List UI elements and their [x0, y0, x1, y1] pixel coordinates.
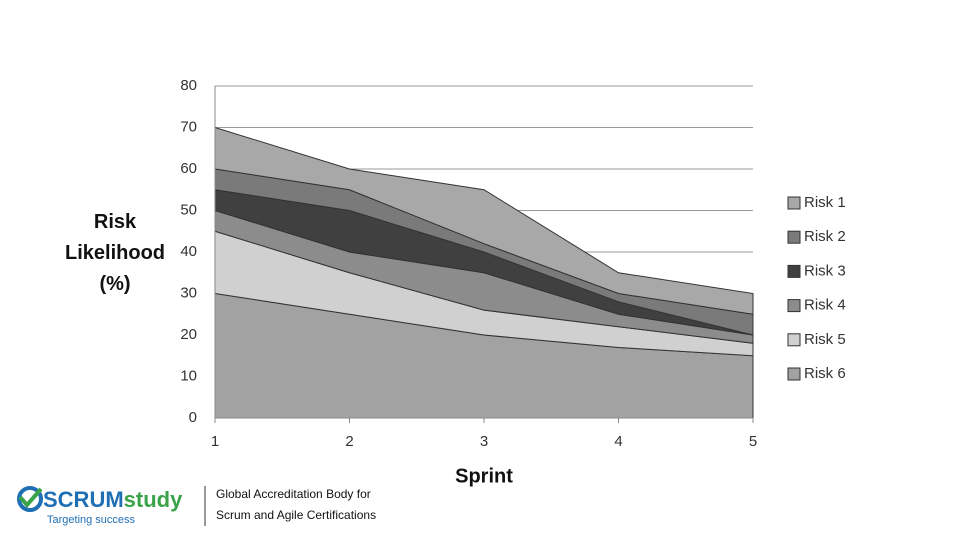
- y-tick-label: 80: [180, 77, 197, 94]
- legend-label: Risk 5: [804, 331, 846, 348]
- y-tick-label: 40: [180, 243, 197, 260]
- y-tick-label: 30: [180, 284, 197, 301]
- logo-ring: [17, 486, 43, 512]
- legend-label: Risk 3: [804, 262, 846, 279]
- logo-check: [18, 487, 43, 509]
- y-tick-label: 0: [189, 409, 197, 426]
- y-tick-label: 50: [180, 201, 197, 218]
- brand-b: study: [124, 487, 183, 512]
- footer-line: Global Accreditation Body for: [216, 487, 371, 501]
- x-tick-label: 5: [749, 433, 757, 450]
- legend-swatch: [787, 367, 801, 381]
- x-axis-label: Sprint: [455, 465, 513, 487]
- legend-swatch: [787, 230, 801, 244]
- y-axis-label: Risk Likelihood (%): [65, 211, 165, 295]
- plot: [214, 85, 754, 419]
- x-tick-label: 3: [480, 433, 488, 450]
- legend-swatch: [787, 264, 801, 278]
- legend-swatch: [787, 196, 801, 210]
- y-tick-label: 60: [180, 160, 197, 177]
- legend-label: Risk 2: [804, 228, 846, 245]
- x-tick-label: 1: [211, 433, 219, 450]
- legend-swatch: [787, 299, 801, 313]
- x-tick-label: 4: [614, 433, 622, 450]
- legend-label: Risk 4: [804, 297, 846, 314]
- y-tick-label: 20: [180, 326, 197, 343]
- legend-label: Risk 1: [804, 194, 846, 211]
- y-tick-label: 70: [180, 118, 197, 135]
- brand: SCRUMstudy: [43, 487, 183, 512]
- y-tick-label: 10: [180, 367, 197, 384]
- footer-line: Scrum and Agile Certifications: [216, 508, 376, 522]
- brand-a: SCRUM: [43, 487, 124, 512]
- area: [214, 126, 754, 315]
- legend-label: Risk 6: [804, 365, 846, 382]
- logo: SCRUMstudy Targeting success Global Accr…: [17, 486, 376, 526]
- tagline: Targeting success: [47, 514, 136, 526]
- legend-swatch: [787, 333, 801, 347]
- x-tick-label: 2: [345, 433, 353, 450]
